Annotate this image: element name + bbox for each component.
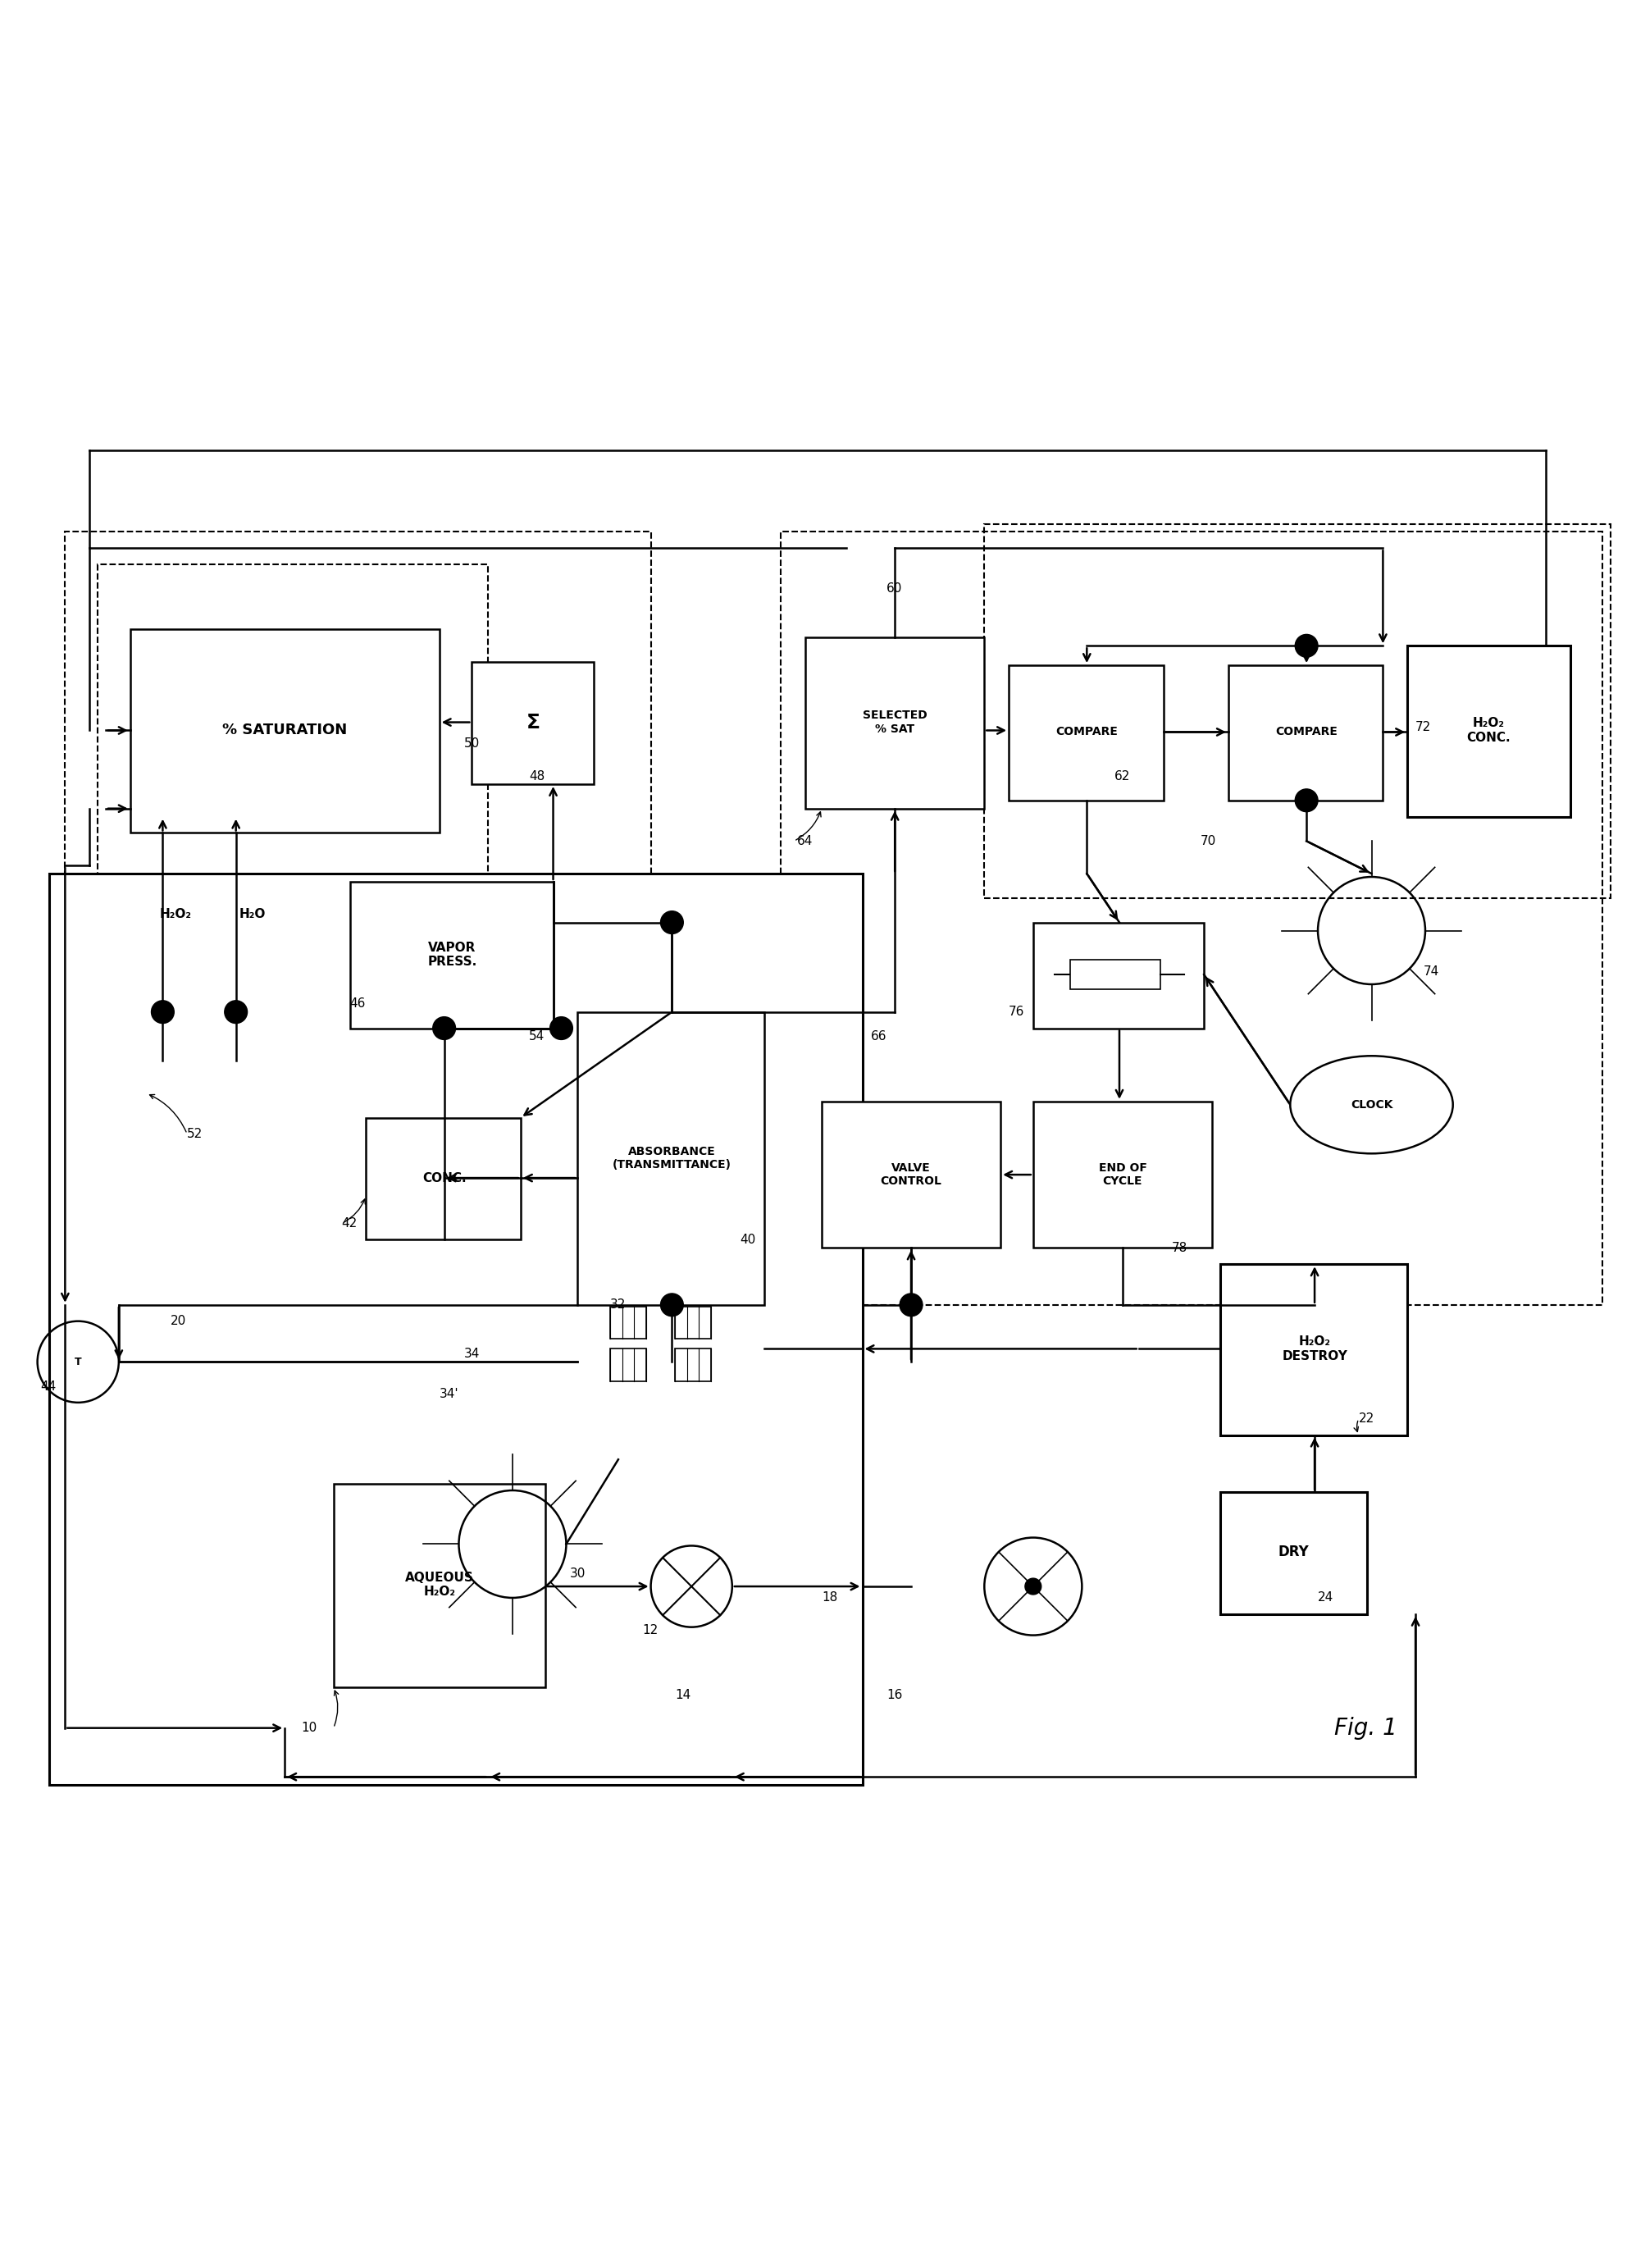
Text: H₂O₂: H₂O₂ (159, 907, 192, 921)
Bar (610, 1349, 646, 1381)
Bar (984, 524, 1611, 898)
Text: 14: 14 (675, 1690, 691, 1701)
Text: Fig. 1: Fig. 1 (1334, 1717, 1398, 1740)
Bar (366, 1118, 521, 1241)
Text: COMPARE: COMPARE (1056, 726, 1118, 737)
Text: 78: 78 (1171, 1243, 1188, 1254)
Bar (805, 637, 984, 807)
Circle shape (661, 912, 683, 934)
Text: H₂O: H₂O (239, 907, 265, 921)
Circle shape (550, 1016, 573, 1039)
Text: 24: 24 (1318, 1592, 1334, 1603)
Text: 42: 42 (342, 1218, 358, 1229)
Bar (65, 533, 651, 1093)
Text: 48: 48 (529, 769, 545, 782)
Circle shape (1025, 1579, 1041, 1594)
Text: 10: 10 (301, 1721, 317, 1735)
Bar (1033, 1102, 1212, 1247)
Bar (98, 565, 488, 1061)
Text: 40: 40 (740, 1234, 757, 1245)
Bar (1220, 1263, 1407, 1436)
Circle shape (433, 1016, 456, 1039)
Text: DRY: DRY (1277, 1545, 1310, 1560)
Text: H₂O₂
DESTROY: H₂O₂ DESTROY (1282, 1336, 1347, 1363)
Text: 16: 16 (887, 1690, 903, 1701)
Text: 12: 12 (643, 1624, 659, 1637)
Circle shape (1295, 635, 1318, 658)
Bar (1071, 959, 1160, 989)
Bar (578, 1012, 765, 1304)
Text: 46: 46 (350, 998, 366, 1009)
Text: 60: 60 (887, 583, 903, 594)
Text: CLOCK: CLOCK (1350, 1100, 1393, 1111)
Bar (822, 1102, 1001, 1247)
Text: 34': 34' (439, 1388, 459, 1402)
Circle shape (1295, 789, 1318, 812)
Bar (130, 631, 439, 832)
Text: 74: 74 (1424, 966, 1440, 978)
Text: 20: 20 (171, 1315, 187, 1327)
Text: VAPOR
PRESS.: VAPOR PRESS. (428, 941, 477, 968)
Bar (781, 533, 1603, 1304)
Bar (675, 1306, 711, 1338)
Bar (675, 1349, 711, 1381)
Text: 30: 30 (569, 1567, 586, 1579)
Text: % SATURATION: % SATURATION (223, 723, 347, 737)
Bar (1407, 646, 1570, 816)
Bar (1228, 665, 1383, 801)
Bar (350, 882, 553, 1027)
Text: 18: 18 (822, 1592, 838, 1603)
Text: AQUEOUS
H₂O₂: AQUEOUS H₂O₂ (405, 1572, 473, 1599)
Ellipse shape (1290, 1057, 1453, 1154)
Text: COMPARE: COMPARE (1276, 726, 1337, 737)
Text: CONC.: CONC. (421, 1173, 467, 1184)
Circle shape (900, 1293, 923, 1315)
Text: ABSORBANCE
(TRANSMITTANCE): ABSORBANCE (TRANSMITTANCE) (612, 1145, 732, 1170)
Text: Σ: Σ (527, 712, 540, 733)
Text: 50: 50 (464, 737, 480, 751)
Circle shape (661, 1293, 683, 1315)
Text: H₂O₂
CONC.: H₂O₂ CONC. (1466, 717, 1511, 744)
Text: 22: 22 (1359, 1413, 1375, 1424)
Bar (472, 662, 594, 785)
Text: 76: 76 (1009, 1005, 1025, 1018)
Text: 34: 34 (464, 1347, 480, 1361)
Text: END OF
CYCLE: END OF CYCLE (1098, 1161, 1147, 1186)
Text: 52: 52 (187, 1127, 203, 1141)
Bar (334, 1483, 545, 1687)
Text: 54: 54 (529, 1030, 545, 1043)
Text: 62: 62 (1114, 769, 1131, 782)
Text: 32: 32 (610, 1300, 626, 1311)
Bar (610, 1306, 646, 1338)
Text: VALVE
CONTROL: VALVE CONTROL (880, 1161, 942, 1186)
Text: 64: 64 (797, 835, 814, 848)
Bar (1220, 1492, 1367, 1615)
Circle shape (225, 1000, 247, 1023)
Bar (1033, 923, 1204, 1027)
Bar (1009, 665, 1163, 801)
Circle shape (151, 1000, 174, 1023)
Bar (49, 873, 862, 1785)
Text: 70: 70 (1201, 835, 1217, 848)
Text: 44: 44 (41, 1381, 57, 1393)
Text: T: T (75, 1356, 81, 1368)
Text: 66: 66 (870, 1030, 887, 1043)
Text: SELECTED
% SAT: SELECTED % SAT (862, 710, 927, 735)
Text: 72: 72 (1415, 721, 1432, 733)
